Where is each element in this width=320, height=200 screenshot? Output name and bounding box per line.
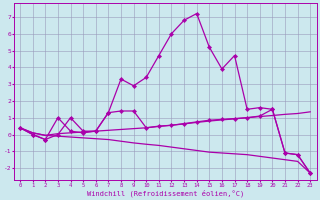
X-axis label: Windchill (Refroidissement éolien,°C): Windchill (Refroidissement éolien,°C)	[86, 189, 244, 197]
